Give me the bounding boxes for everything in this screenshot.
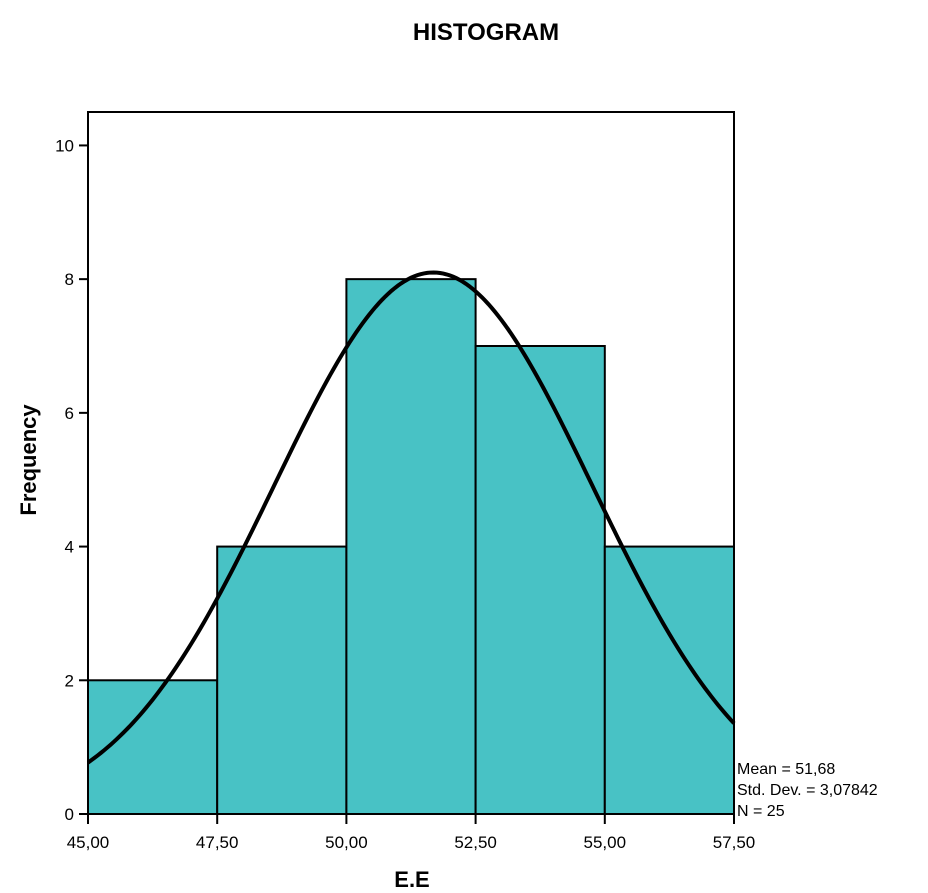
- x-tick-label: 52,50: [454, 833, 497, 852]
- histogram-bar-3: [345, 278, 477, 815]
- y-axis-label: Frequency: [16, 404, 41, 516]
- x-axis: 45,00 47,50 50,00 52,50 55,00 57,50: [67, 814, 756, 852]
- y-tick-label: 4: [65, 538, 74, 557]
- y-tick-label: 10: [55, 136, 74, 155]
- y-tick-label: 6: [65, 404, 74, 423]
- stats-mean: Mean = 51,68: [737, 761, 835, 778]
- normal-curve: [86, 270, 736, 765]
- histogram-bar-5: [603, 545, 735, 815]
- bars-group: [87, 278, 735, 815]
- stats-std-dev: Std. Dev. = 3,07842: [737, 782, 878, 799]
- histogram-bar-4: [474, 345, 606, 815]
- x-tick-label: 55,00: [584, 833, 627, 852]
- x-tick-label: 45,00: [67, 833, 110, 852]
- chart-title: HISTOGRAM: [413, 19, 559, 46]
- histogram-bar-2: [216, 545, 348, 815]
- y-axis: 0 2 4 6 8 10: [55, 136, 88, 824]
- plot-frame: [87, 111, 735, 815]
- y-tick-label: 0: [65, 805, 74, 824]
- stats-box: Mean = 51,68 Std. Dev. = 3,07842 N = 25: [737, 761, 878, 820]
- x-axis-label: E.E: [394, 867, 429, 892]
- x-tick-label: 47,50: [196, 833, 239, 852]
- x-tick-label: 50,00: [325, 833, 368, 852]
- stats-n: N = 25: [737, 803, 785, 820]
- y-tick-label: 8: [65, 270, 74, 289]
- y-tick-label: 2: [65, 671, 74, 690]
- x-tick-label: 57,50: [713, 833, 756, 852]
